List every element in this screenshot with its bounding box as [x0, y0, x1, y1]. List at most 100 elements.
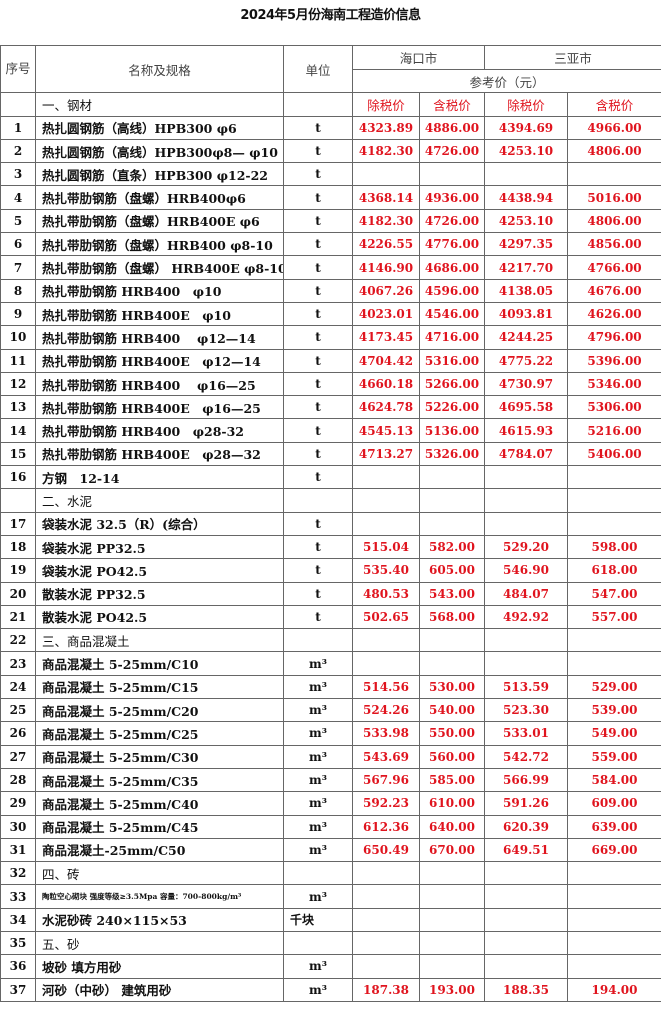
row-number: 33 [0, 884, 36, 909]
price-cell [352, 907, 420, 932]
row-number: 20 [0, 581, 36, 606]
item-name: 二、水泥 [35, 488, 284, 513]
table-row: 37 河砂（中砂） 建筑用砂 m³ 187.38 193.00 188.35 194.00 [0, 977, 661, 1002]
price-cell: 4806.00 [567, 208, 661, 234]
price-cell: 540.00 [418, 698, 486, 723]
price-cell [418, 907, 486, 932]
price-cell [567, 465, 661, 490]
price-cell: 539.00 [567, 698, 661, 723]
table-row: 25 商品混凝土 5-25mm/C20 m³ 524.26 540.00 523.30 53… [0, 698, 661, 723]
price-cell: 4730.97 [484, 371, 569, 397]
price-cell: 5306.00 [567, 395, 661, 420]
item-name: 商品混凝土 5-25mm/C45 [35, 814, 284, 839]
table-row: 6 热扎带肋钢筋（盘螺）HRB400 φ8-10 t 4226.55 4776.00 42… [0, 232, 661, 257]
table-row: 3 热扎圆钢筋（直条）HPB300 φ12-22 t [0, 162, 661, 187]
price-cell: 5316.00 [418, 348, 486, 373]
price-cell: 4784.07 [484, 441, 569, 467]
unit: m³ [283, 884, 353, 909]
price-cell [567, 651, 661, 676]
price-cell: 620.39 [484, 814, 569, 839]
price-cell [484, 162, 569, 187]
price-cell [352, 651, 420, 676]
price-cell: 529.00 [567, 674, 661, 700]
price-cell: 193.00 [418, 977, 486, 1002]
price-cell: 669.00 [567, 837, 661, 863]
table-row: 16 方钢 12-14 t [0, 465, 661, 490]
price-cell: 612.36 [352, 814, 420, 839]
price-cell: 4713.27 [352, 441, 420, 467]
row-number: 27 [0, 744, 36, 769]
price-cell: 639.00 [567, 814, 661, 839]
price-cell: 4776.00 [418, 232, 486, 257]
row-number: 35 [0, 930, 36, 956]
price-cell: 492.92 [484, 604, 569, 630]
price-header-excl_tax: 除税价 [352, 92, 420, 117]
unit: m³ [283, 977, 353, 1002]
item-name: 袋装水泥 PO42.5 [35, 558, 284, 583]
row-number: 24 [0, 674, 36, 700]
price-cell [484, 488, 569, 513]
table-row: 26 商品混凝土 5-25mm/C25 m³ 533.98 550.00 533.01 54… [0, 721, 661, 746]
price-cell: 514.56 [352, 674, 420, 700]
row-number [0, 92, 36, 117]
price-cell: 5346.00 [567, 371, 661, 397]
row-number: 11 [0, 348, 36, 373]
price-cell: 4182.30 [352, 208, 420, 234]
price-cell: 543.69 [352, 744, 420, 769]
price-cell: 4217.70 [484, 255, 569, 280]
price-cell: 4323.89 [352, 115, 420, 140]
unit: t [283, 185, 353, 210]
item-name: 热扎带肋钢筋 HRB400E φ12—14 [35, 348, 284, 373]
row-number: 10 [0, 325, 36, 350]
item-name: 坡砂 填方用砂 [35, 954, 284, 979]
price-cell [352, 465, 420, 490]
price-cell [352, 954, 420, 979]
price-header-excl_tax: 除税价 [484, 92, 569, 117]
price-cell [418, 511, 486, 536]
unit: t [283, 418, 353, 443]
row-number: 18 [0, 534, 36, 560]
table-row: 19 袋装水泥 PO42.5 t 535.40 605.00 546.90 618.00 [0, 558, 661, 583]
price-cell: 502.65 [352, 604, 420, 630]
header-city-haikou: 海口市 [351, 45, 486, 70]
row-number: 2 [0, 138, 36, 164]
unit: t [283, 301, 353, 327]
row-number: 36 [0, 954, 36, 979]
price-cell: 566.99 [484, 767, 569, 793]
price-cell: 640.00 [418, 814, 486, 839]
price-cell: 546.90 [484, 558, 569, 583]
item-name: 商品混凝土 5-25mm/C10 [35, 651, 284, 676]
table-row: 17 袋装水泥 32.5（R）(综合） t [0, 511, 661, 536]
price-cell: 4726.00 [418, 208, 486, 234]
item-name: 热扎带肋钢筋 HRB400 φ10 [35, 278, 284, 303]
price-cell: 584.00 [567, 767, 661, 793]
price-cell: 5226.00 [418, 395, 486, 420]
table-row: 1 热扎圆钢筋（高线）HPB300 φ6 t 4323.89 4886.00 4394.6… [0, 115, 661, 140]
price-cell: 4806.00 [567, 138, 661, 164]
row-number: 1 [0, 115, 36, 140]
item-name: 热扎带肋钢筋（盘螺）HRB400φ6 [35, 185, 284, 210]
price-cell: 605.00 [418, 558, 486, 583]
item-name: 方钢 12-14 [35, 465, 284, 490]
unit: t [283, 162, 353, 187]
unit: m³ [283, 698, 353, 723]
price-cell: 533.01 [484, 721, 569, 746]
row-number: 29 [0, 791, 36, 816]
unit: t [283, 348, 353, 373]
table-row: 9 热扎带肋钢筋 HRB400E φ10 t 4023.01 4546.00 4093.8… [0, 301, 661, 327]
price-cell: 5266.00 [418, 371, 486, 397]
unit: t [283, 395, 353, 420]
row-number: 16 [0, 465, 36, 490]
price-cell: 4173.45 [352, 325, 420, 350]
price-cell: 5406.00 [567, 441, 661, 467]
table-row: 12 热扎带肋钢筋 HRB400 φ16—25 t 4660.18 5266.00 473… [0, 371, 661, 397]
price-cell: 4775.22 [484, 348, 569, 373]
unit: t [283, 465, 353, 490]
row-number: 6 [0, 232, 36, 257]
price-cell: 568.00 [418, 604, 486, 630]
row-number: 21 [0, 604, 36, 630]
price-cell [484, 907, 569, 932]
unit: m³ [283, 954, 353, 979]
price-cell: 4297.35 [484, 232, 569, 257]
item-name: 商品混凝土 5-25mm/C35 [35, 767, 284, 793]
